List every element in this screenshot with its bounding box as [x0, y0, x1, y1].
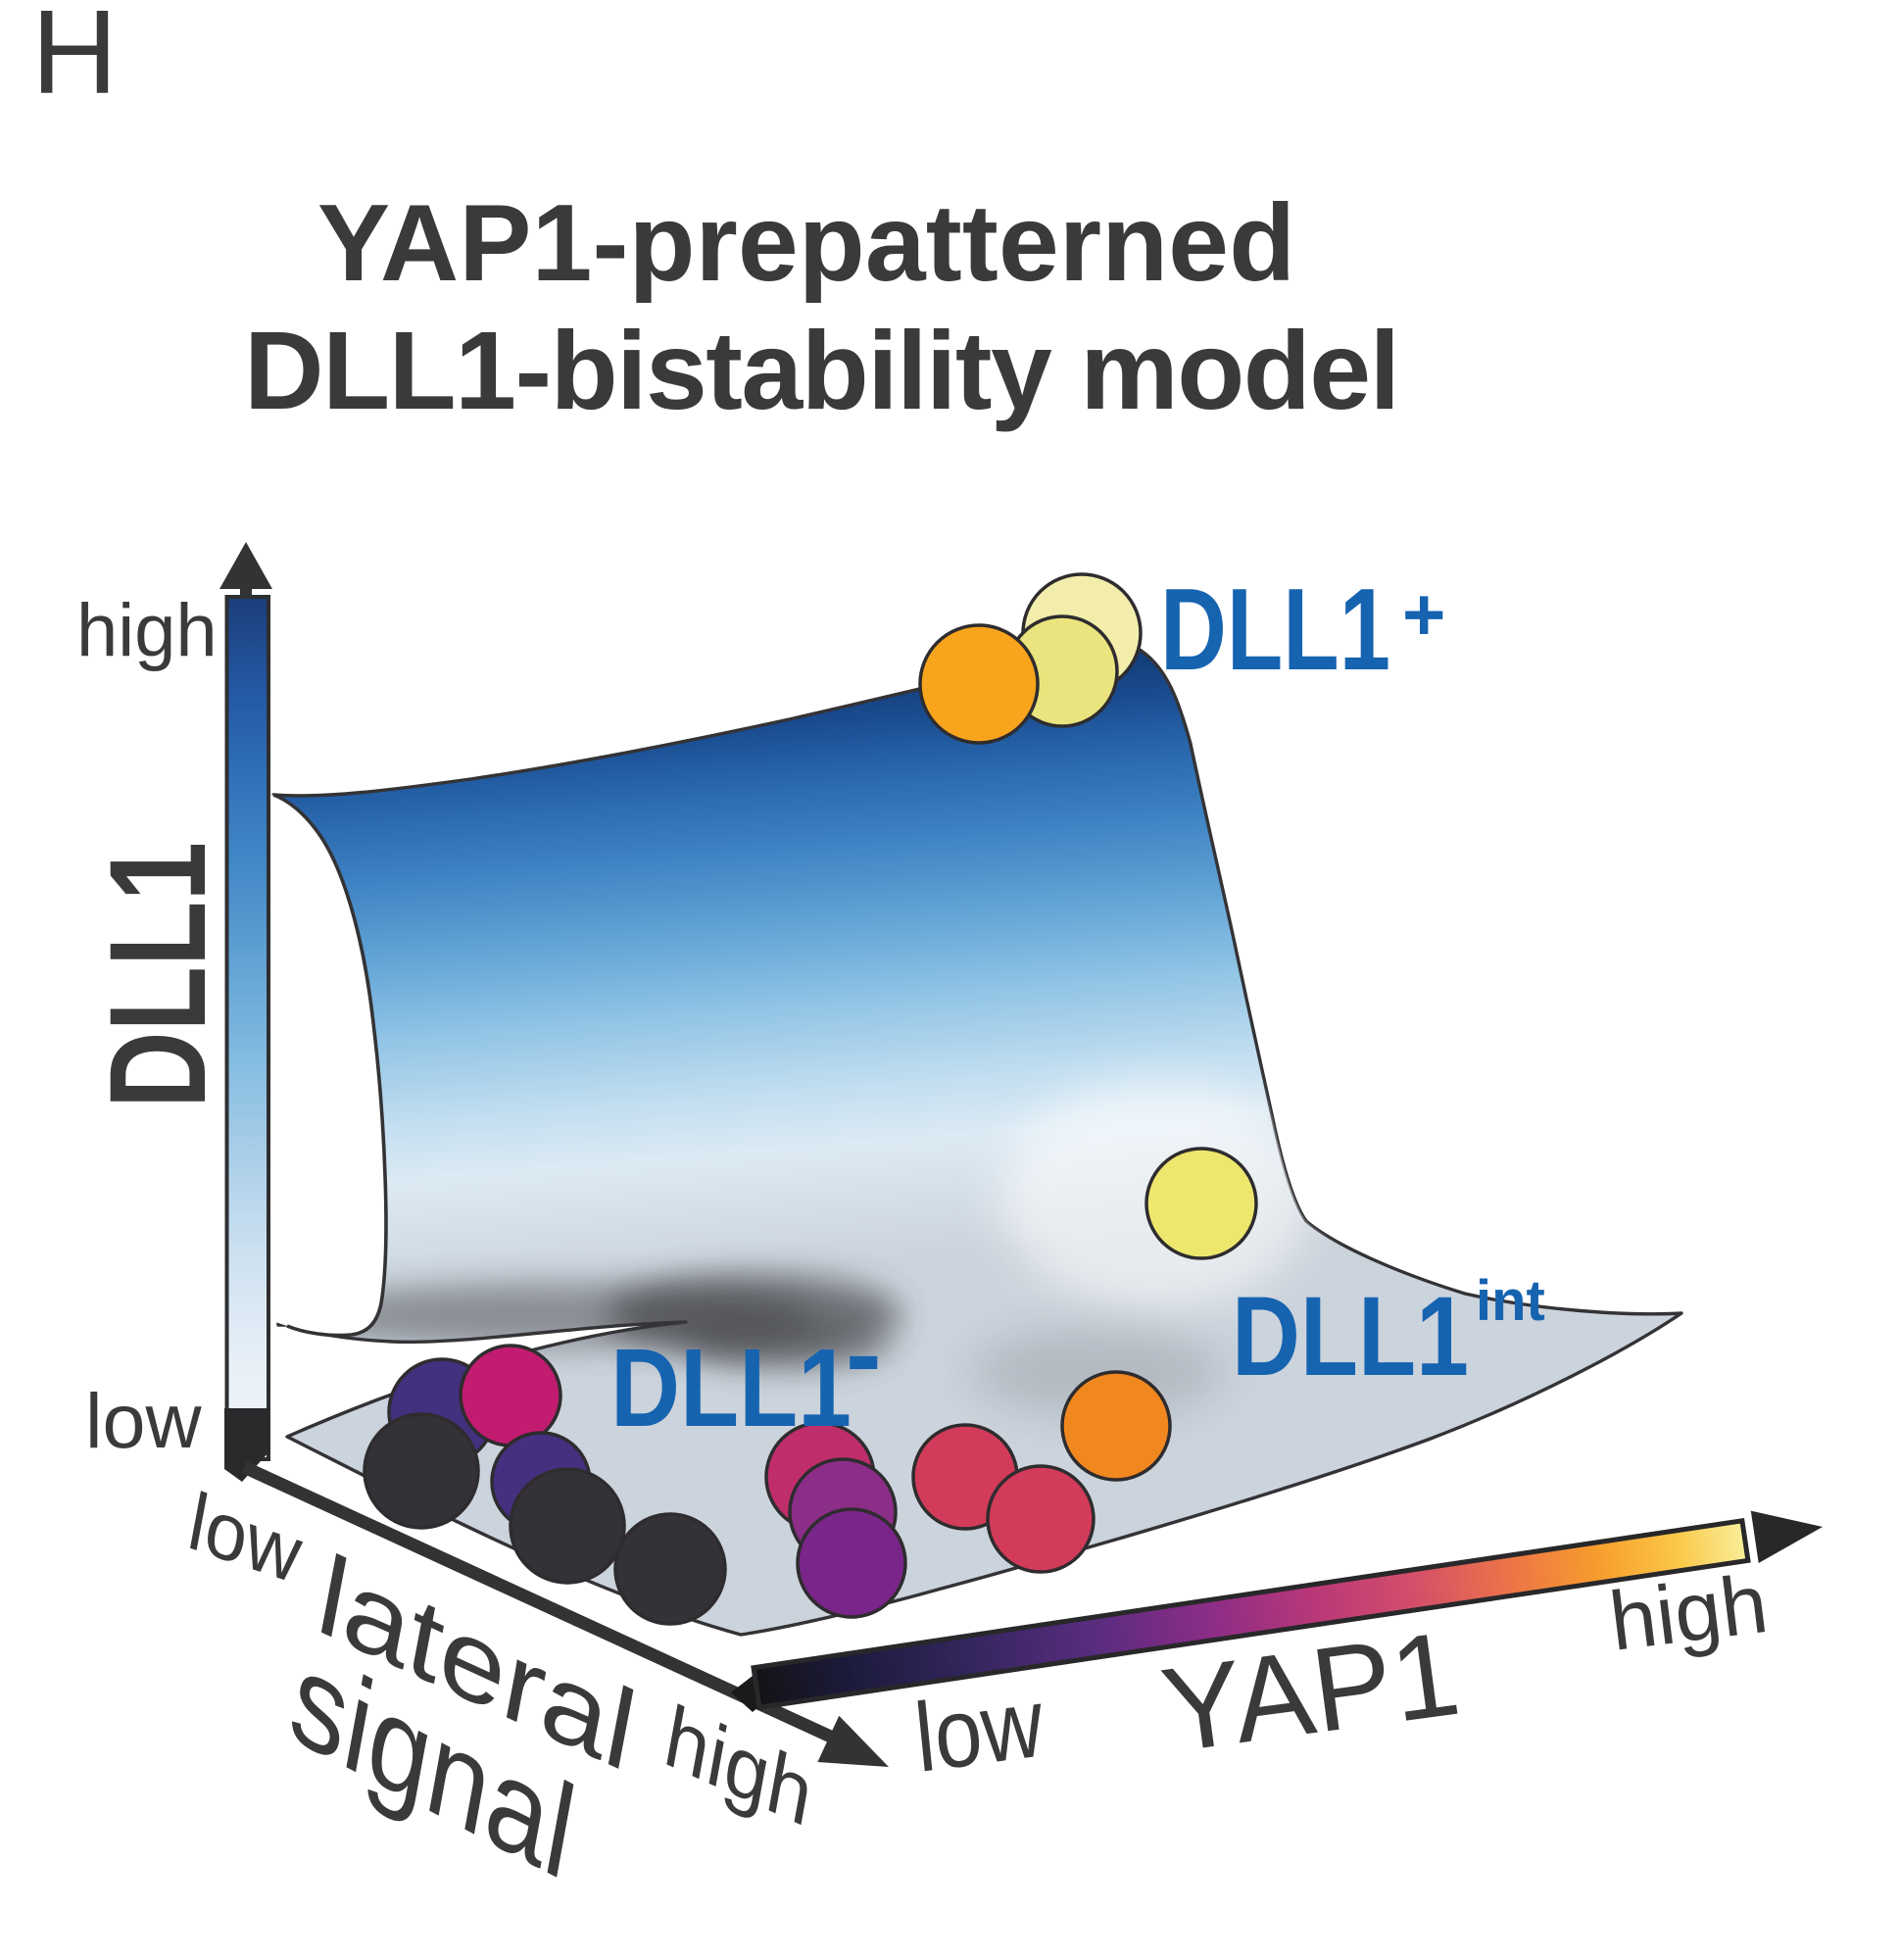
svg-text:high: high	[1605, 1557, 1773, 1669]
svg-text:DLL1: DLL1	[1232, 1274, 1469, 1399]
svg-text:low: low	[85, 1377, 202, 1464]
svg-text:-: -	[846, 1294, 882, 1414]
svg-text:DLL1: DLL1	[80, 842, 234, 1108]
svg-text:H: H	[31, 0, 118, 119]
svg-text:DLL1: DLL1	[1160, 564, 1390, 695]
svg-text:YAP1-prepatterned: YAP1-prepatterned	[317, 182, 1295, 304]
svg-text:+: +	[1402, 573, 1445, 657]
svg-text:DLL1-bistability model: DLL1-bistability model	[244, 309, 1400, 432]
svg-text:high: high	[76, 589, 218, 672]
svg-text:DLL1: DLL1	[610, 1326, 852, 1449]
svg-text:low: low	[910, 1667, 1048, 1793]
svg-text:int: int	[1476, 1269, 1545, 1333]
